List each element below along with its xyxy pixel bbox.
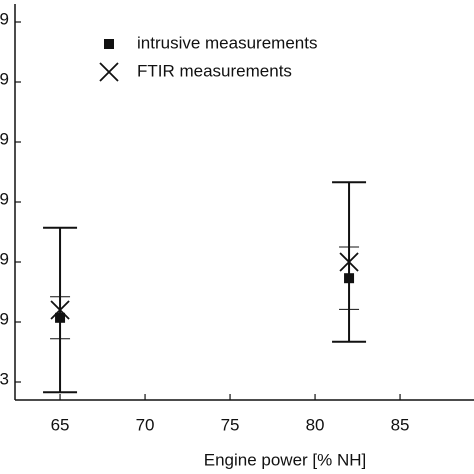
- y-tick-label: 9: [0, 129, 9, 148]
- x-tick-label: 70: [136, 415, 155, 434]
- y-tick-label: 9: [0, 249, 9, 268]
- x-axis-label: Engine power [% NH]: [204, 450, 367, 469]
- y-tick-label: 9: [0, 309, 9, 328]
- y-tick-label: 9: [0, 9, 9, 28]
- point: [50, 300, 70, 320]
- y-tick-label: 3: [0, 369, 9, 388]
- legend-marker: [104, 39, 114, 49]
- y-tick-label: 9: [0, 189, 9, 208]
- legend-label: intrusive measurements: [137, 33, 317, 52]
- x-tick-label: 80: [306, 415, 325, 434]
- y-tick-label: 9: [0, 69, 9, 88]
- legend-marker: [99, 62, 119, 82]
- x-tick-label: 75: [221, 415, 240, 434]
- legend-label: FTIR measurements: [137, 61, 292, 80]
- x-tick-label: 65: [51, 415, 70, 434]
- x-tick-label: 85: [391, 415, 410, 434]
- point: [339, 252, 359, 272]
